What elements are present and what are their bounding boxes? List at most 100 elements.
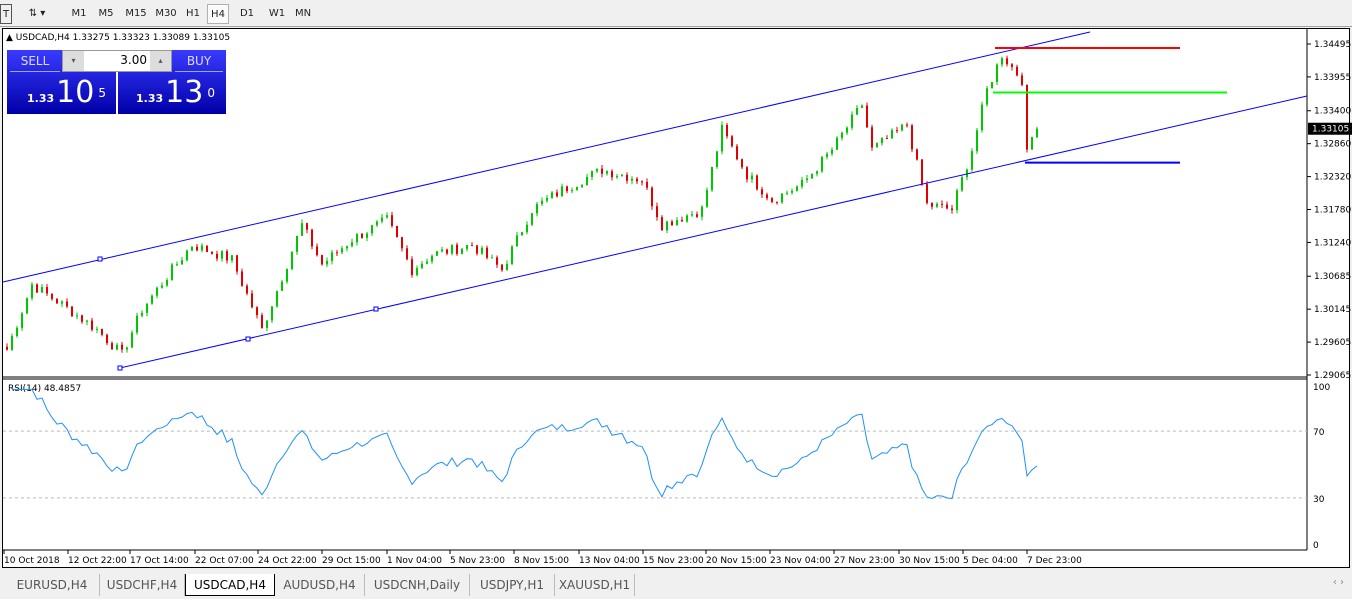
candle-body — [111, 343, 113, 350]
candle-body — [486, 247, 488, 258]
candle-body — [986, 88, 988, 105]
candle-body — [51, 293, 53, 299]
timeframe-d1[interactable]: D1 — [239, 8, 255, 19]
timeframe-h1[interactable]: H1 — [186, 8, 200, 19]
candle-body — [531, 213, 533, 225]
price-label: 1.32320 — [1314, 173, 1351, 183]
candle-body — [291, 251, 293, 270]
candle-body — [16, 327, 18, 336]
candle-body — [891, 130, 893, 139]
candle-body — [231, 255, 233, 261]
candle-body — [1016, 66, 1018, 76]
price-label: 1.32860 — [1314, 140, 1351, 150]
volume-stepper[interactable]: ▾ 3.00 ▴ — [62, 50, 172, 72]
candle-body — [416, 267, 418, 276]
candle-body — [246, 285, 248, 294]
candle-body — [436, 251, 438, 256]
time-label: 30 Nov 15:00 — [899, 556, 960, 566]
candle-body — [801, 180, 803, 187]
volume-decrease-icon[interactable]: ▾ — [63, 51, 84, 71]
candle-body — [1036, 128, 1038, 138]
buy-panel[interactable]: BUY 1.3313 0 — [118, 50, 226, 114]
candle-body — [266, 320, 268, 328]
timeframe-h4[interactable]: H4 — [207, 4, 229, 24]
candle-body — [31, 284, 33, 299]
volume-input[interactable]: 3.00 — [120, 53, 147, 67]
buy-price-big: 13 — [165, 75, 204, 110]
candle-body — [846, 127, 848, 133]
tab-usdjpy-h1[interactable]: USDJPY,H1 — [470, 574, 555, 596]
candle-body — [516, 235, 518, 247]
timeframe-m30[interactable]: M30 — [155, 8, 177, 19]
candle-body — [826, 153, 828, 157]
tab-xauusd-h1[interactable]: XAUUSD,H1 — [555, 574, 635, 596]
tab-usdcad-h4[interactable]: USDCAD,H4 — [185, 574, 275, 596]
buy-button[interactable]: BUY — [175, 50, 223, 72]
candle-body — [911, 125, 913, 150]
candle-body — [241, 271, 243, 286]
candle-body — [856, 107, 858, 115]
candle-body — [596, 168, 598, 172]
candle-body — [821, 156, 823, 172]
candle-body — [161, 285, 163, 288]
candle-body — [351, 242, 353, 247]
candle-body — [81, 315, 83, 322]
candle-body — [256, 307, 258, 316]
candle-body — [646, 181, 648, 188]
buy-price-prefix: 1.33 — [136, 92, 164, 105]
chart-window[interactable] — [2, 28, 1350, 568]
buy-price-sup: 0 — [207, 86, 215, 100]
candle-body — [661, 217, 663, 231]
candle-body — [921, 159, 923, 185]
candle-body — [201, 245, 203, 251]
candle-body — [546, 197, 548, 201]
candle-body — [396, 225, 398, 238]
candle-body — [206, 245, 208, 252]
price-label: 1.31780 — [1314, 206, 1351, 216]
candle-body — [386, 215, 388, 218]
timeframe-w1[interactable]: W1 — [268, 8, 286, 19]
tab-scroll-arrows[interactable]: ‹ › — [1332, 577, 1344, 588]
candle-body — [946, 204, 948, 209]
candle-body — [276, 290, 278, 307]
candle-body — [761, 189, 763, 195]
time-label: 8 Nov 15:00 — [514, 556, 569, 566]
candle-body — [591, 171, 593, 178]
candle-body — [981, 104, 983, 131]
tab-audusd-h4[interactable]: AUDUSD,H4 — [275, 574, 365, 596]
tab-eurusd-h4[interactable]: EURUSD,H4 — [5, 574, 100, 596]
candle-body — [751, 175, 753, 180]
candle-body — [101, 328, 103, 335]
candle-body — [76, 315, 78, 317]
candle-body — [951, 208, 953, 211]
candle-body — [931, 202, 933, 207]
candle-body — [691, 214, 693, 216]
volume-increase-icon[interactable]: ▴ — [150, 51, 171, 71]
candle-body — [301, 223, 303, 236]
sell-button[interactable]: SELL — [10, 50, 60, 72]
candle-body — [716, 151, 718, 167]
candle-body — [551, 192, 553, 198]
candle-body — [901, 124, 903, 131]
timeframe-m1[interactable]: M1 — [71, 8, 87, 19]
candle-body — [711, 166, 713, 191]
candle-body — [96, 328, 98, 330]
candle-body — [556, 192, 558, 197]
timeframe-m5[interactable]: M5 — [98, 8, 114, 19]
rsi-line — [12, 388, 1038, 500]
tab-usdcnh-daily[interactable]: USDCNH,Daily — [365, 574, 470, 596]
drawing-tools-icon[interactable]: ⇅ ▾ — [28, 8, 46, 19]
timeframe-mn[interactable]: MN — [294, 8, 312, 19]
candle-body — [36, 284, 38, 293]
timeframe-m15[interactable]: M15 — [125, 8, 147, 19]
text-tool-icon[interactable]: T — [0, 4, 12, 24]
candle-body — [451, 244, 453, 254]
tab-usdchf-h4[interactable]: USDCHF,H4 — [100, 574, 185, 596]
candle-body — [221, 251, 223, 259]
channel-anchor-handle — [245, 336, 251, 342]
candle-body — [46, 287, 48, 294]
symbol-info: ▲ USDCAD,H4 1.33275 1.33323 1.33089 1.33… — [6, 33, 231, 43]
price-label: 1.31240 — [1314, 238, 1351, 248]
candle-body — [236, 255, 238, 272]
